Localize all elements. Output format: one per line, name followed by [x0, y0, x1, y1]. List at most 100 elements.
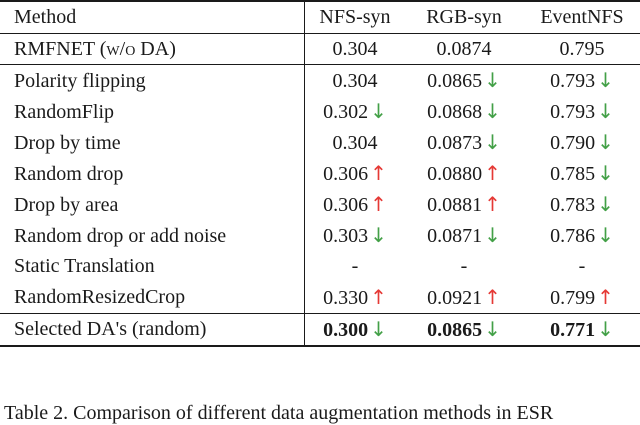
baseline-value: 0.0874	[405, 32, 523, 65]
value-text: 0.785	[550, 163, 596, 185]
arrow-down-icon: ↓	[484, 316, 501, 341]
arrow-down-icon: ↓	[370, 223, 387, 247]
value-cell: -	[304, 251, 405, 282]
arrow-down-icon: ↓	[597, 192, 614, 216]
value-text: 0.0880	[427, 163, 483, 185]
value-text: 0.786	[550, 225, 596, 247]
value-text: 0.790	[550, 132, 596, 154]
table-row: Static Translation - - -	[0, 251, 640, 282]
value-text: 0.306	[323, 163, 369, 185]
value-text: 0.0865	[427, 70, 483, 92]
value-cell: 0.0881 ↑	[405, 189, 523, 220]
value-cell: 0.790 ↓	[523, 127, 640, 158]
value-text: 0.0921	[427, 286, 483, 309]
method-cell: RandomResizedCrop	[14, 286, 186, 308]
arrow-down-icon: ↓	[597, 223, 614, 247]
value-text: 0.0865	[427, 318, 483, 341]
table-row: Drop by time 0.304 0.0873 ↓ 0.790 ↓	[0, 127, 640, 158]
method-cell: Drop by area	[14, 193, 119, 216]
value-cell: 0.783 ↓	[523, 189, 640, 220]
method-cell: Drop by time	[14, 131, 121, 154]
arrow-down-icon: ↓	[484, 130, 501, 154]
value-cell: 0.303 ↓	[304, 220, 405, 251]
value-text: 0.330	[323, 286, 369, 309]
arrow-down-icon: ↓	[597, 68, 614, 92]
value-text: 0.793	[550, 70, 596, 92]
value-cell: 0.304	[304, 127, 405, 158]
baseline-row: RMFNET (w/o DA) 0.304 0.0874 0.795	[0, 32, 640, 65]
value-text: 0.303	[323, 225, 369, 247]
method-cell: Random drop or add noise	[14, 224, 227, 247]
value-cell: 0.304	[304, 64, 405, 96]
table-row: Random drop 0.306 ↑ 0.0880 ↑ 0.785 ↓	[0, 158, 640, 189]
value-cell: 0.0865 ↓	[405, 312, 523, 347]
value-text: 0.0871	[427, 225, 483, 247]
value-cell: 0.306 ↑	[304, 158, 405, 189]
arrow-up-icon: ↑	[484, 192, 501, 216]
arrow-up-icon: ↑	[484, 161, 501, 185]
value-text: -	[351, 255, 359, 278]
arrow-up-icon: ↑	[597, 284, 614, 309]
value-cell: 0.0880 ↑	[405, 158, 523, 189]
baseline-method: RMFNET (w/o DA)	[0, 32, 305, 65]
value-cell: 0.300 ↓	[304, 312, 405, 347]
value-cell: -	[523, 251, 640, 282]
table-row: Polarity flipping 0.304 0.0865 ↓ 0.793 ↓	[0, 64, 640, 96]
value-cell: 0.302 ↓	[304, 96, 405, 127]
arrow-down-icon: ↓	[370, 99, 387, 123]
value-cell: 0.0873 ↓	[405, 127, 523, 158]
value-cell: 0.785 ↓	[523, 158, 640, 189]
value-text: 0.0873	[427, 132, 483, 154]
results-table: Method NFS-syn RGB-syn EventNFS RMFNET (…	[0, 0, 640, 347]
value-cell: -	[405, 251, 523, 282]
value-text: -	[578, 255, 586, 278]
header-nfs-syn: NFS-syn	[304, 0, 405, 33]
arrow-down-icon: ↓	[597, 316, 614, 341]
header-method: Method	[0, 0, 305, 33]
augmentation-rows: Polarity flipping 0.304 0.0865 ↓ 0.793 ↓ Rando…	[0, 64, 640, 314]
method-cell: Random drop	[14, 162, 124, 185]
value-text: 0.799	[550, 286, 596, 309]
baseline-value: 0.795	[523, 32, 640, 65]
table-caption: Table 2. Comparison of different data au…	[4, 402, 554, 424]
value-text: 0.300	[323, 318, 369, 341]
value-cell: 0.771 ↓	[523, 312, 640, 347]
value-text: 0.783	[550, 194, 596, 216]
value-cell: 0.0921 ↑	[405, 282, 523, 314]
table-row: Random drop or add noise 0.303 ↓ 0.0871 ↓ 0.7…	[0, 220, 640, 251]
arrow-up-icon: ↑	[370, 161, 387, 185]
arrow-down-icon: ↓	[484, 99, 501, 123]
header-rgb-syn: RGB-syn	[405, 0, 523, 33]
arrow-up-icon: ↑	[370, 192, 387, 216]
value-text: 0.304	[332, 69, 378, 92]
value-cell: 0.793 ↓	[523, 96, 640, 127]
arrow-down-icon: ↓	[597, 161, 614, 185]
table-row: Drop by area 0.306 ↑ 0.0881 ↑ 0.783 ↓	[0, 189, 640, 220]
value-text: 0.793	[550, 101, 596, 123]
value-cell: 0.0871 ↓	[405, 220, 523, 251]
method-cell: RandomFlip	[14, 100, 115, 123]
header-row: Method NFS-syn RGB-syn EventNFS	[0, 0, 640, 33]
value-text: 0.771	[550, 318, 596, 341]
value-text: 0.302	[323, 101, 369, 123]
arrow-down-icon: ↓	[484, 68, 501, 92]
method-cell: Polarity flipping	[0, 64, 305, 96]
method-cell: Selected DA's (random)	[0, 312, 305, 347]
value-cell: 0.799 ↑	[523, 282, 640, 314]
arrow-up-icon: ↑	[370, 284, 387, 309]
value-cell: 0.786 ↓	[523, 220, 640, 251]
value-cell: 0.0868 ↓	[405, 96, 523, 127]
arrow-down-icon: ↓	[484, 223, 501, 247]
value-cell: 0.0865 ↓	[405, 64, 523, 96]
value-text: 0.304	[332, 131, 378, 154]
arrow-down-icon: ↓	[370, 316, 387, 341]
table-row: Selected DA's (random) 0.300 ↓ 0.0865 ↓ 0.771…	[0, 312, 640, 347]
arrow-up-icon: ↑	[484, 284, 501, 309]
final-rows: Selected DA's (random) 0.300 ↓ 0.0865 ↓ 0.771…	[0, 312, 640, 347]
method-cell: Static Translation	[14, 255, 155, 278]
value-text: 0.0881	[427, 194, 483, 216]
arrow-down-icon: ↓	[597, 99, 614, 123]
arrow-down-icon: ↓	[597, 130, 614, 154]
value-cell: 0.330 ↑	[304, 281, 405, 313]
baseline-value: 0.304	[304, 32, 405, 65]
